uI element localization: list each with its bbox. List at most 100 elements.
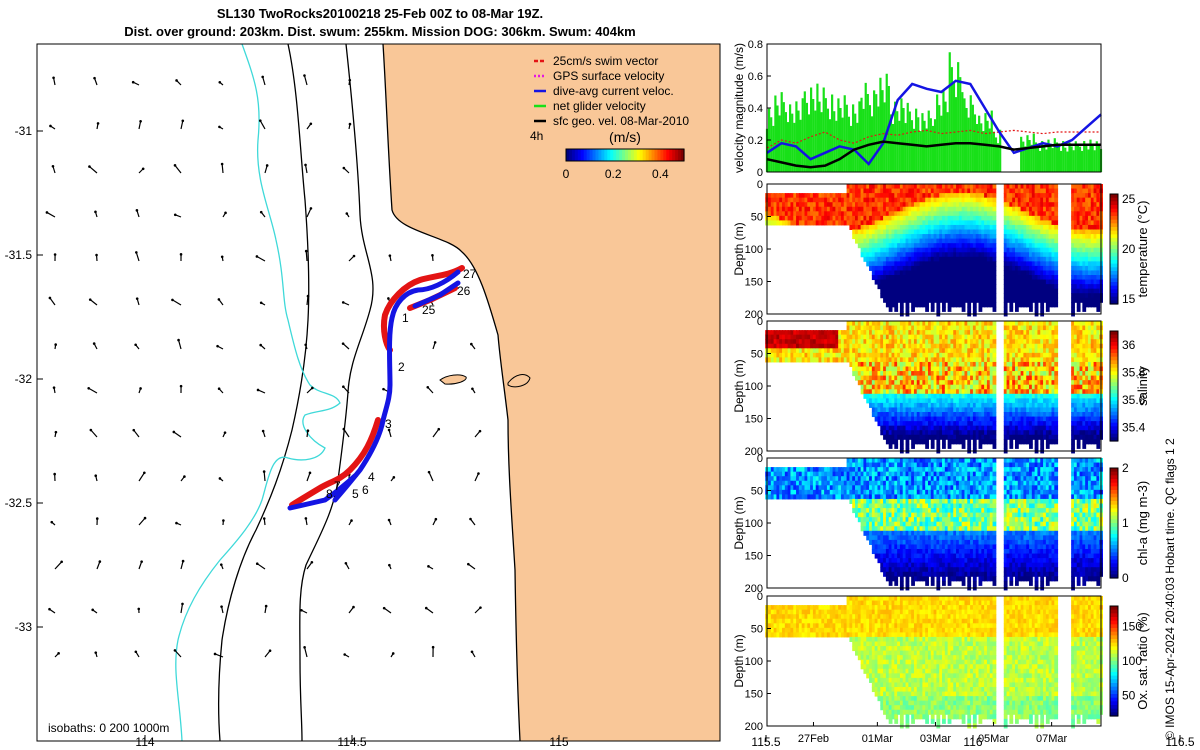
section-cell xyxy=(852,234,857,240)
section-cell xyxy=(992,343,997,349)
section-cell xyxy=(832,343,837,349)
section-cell xyxy=(964,421,969,427)
section-cell xyxy=(961,220,966,226)
section-cell xyxy=(1096,247,1101,253)
section-cell xyxy=(956,375,960,381)
section-cell xyxy=(860,321,865,327)
section-cell xyxy=(908,224,913,230)
section-cell xyxy=(1048,297,1053,303)
section-cell xyxy=(891,421,896,427)
section-cell xyxy=(860,357,865,363)
section-cell xyxy=(860,220,865,226)
section-cell xyxy=(1090,284,1095,290)
section-cell xyxy=(964,297,969,303)
section-cell xyxy=(1051,412,1056,418)
section-cell xyxy=(1023,357,1028,363)
section-cell xyxy=(1012,224,1016,230)
section-cell xyxy=(913,421,918,427)
section-cell xyxy=(885,425,890,431)
current-arrow-head xyxy=(255,562,259,565)
section-cell xyxy=(1054,402,1059,408)
section-cell xyxy=(863,206,868,212)
section-cell xyxy=(905,357,910,363)
section-cell xyxy=(776,206,781,212)
section-cell xyxy=(986,184,991,190)
section-cell xyxy=(874,375,879,381)
section-cell xyxy=(961,275,966,281)
section-cell xyxy=(866,188,871,194)
section-cell xyxy=(877,256,882,262)
section-cell xyxy=(944,206,949,212)
section-cell xyxy=(871,252,876,258)
section-cell xyxy=(835,206,840,212)
section-cell xyxy=(972,193,977,199)
section-cell xyxy=(883,270,887,276)
section-cell xyxy=(1048,389,1053,395)
section-cell xyxy=(939,229,944,235)
current-arrow-head xyxy=(135,251,138,254)
section-cell xyxy=(916,297,921,303)
section-cell xyxy=(942,412,946,418)
section-cell xyxy=(967,412,972,418)
section-cell xyxy=(894,430,899,436)
section-cell xyxy=(1037,256,1042,262)
section-cell xyxy=(860,206,865,212)
section-cell xyxy=(972,393,977,399)
section-cell xyxy=(1054,366,1059,372)
section-cell xyxy=(815,193,820,199)
section-cell xyxy=(824,357,828,363)
section-cell xyxy=(899,425,904,431)
section-cell xyxy=(866,238,871,244)
section-cell xyxy=(972,402,977,408)
section-cell xyxy=(801,206,806,212)
section-cell xyxy=(821,352,826,358)
section-cell xyxy=(958,434,963,440)
section-cell xyxy=(975,361,980,367)
section-cell xyxy=(1029,384,1033,390)
section-cell xyxy=(972,380,977,386)
section-cell xyxy=(905,393,910,399)
section-cell xyxy=(897,357,901,363)
section-cell xyxy=(964,412,969,418)
section-cell xyxy=(911,293,915,299)
section-cell xyxy=(986,297,991,303)
section-cell xyxy=(1034,184,1039,190)
section-cell xyxy=(835,330,840,336)
section-cell xyxy=(986,321,991,327)
section-cell xyxy=(1045,375,1050,381)
colorbar-cell xyxy=(1110,296,1118,301)
section-cell xyxy=(1071,193,1075,199)
section-cell xyxy=(1006,261,1011,267)
section-cell xyxy=(880,193,885,199)
section-cell xyxy=(1071,288,1075,294)
section-cell xyxy=(888,306,893,312)
section-cell xyxy=(967,297,972,303)
section-cell xyxy=(1096,256,1101,262)
section-cell xyxy=(967,398,972,404)
section-cell xyxy=(1071,384,1075,390)
section-cell xyxy=(916,202,921,208)
colorbar-cell xyxy=(1110,282,1118,287)
section-cell xyxy=(866,220,871,226)
section-cell xyxy=(989,375,994,381)
section-cell xyxy=(930,334,935,340)
colorbar-cell xyxy=(1110,238,1118,243)
section-cell xyxy=(1054,265,1059,271)
section-cell xyxy=(1014,275,1019,281)
section-cell xyxy=(877,343,882,349)
section-cell xyxy=(970,229,974,235)
section-cell xyxy=(1082,247,1087,253)
section-cell xyxy=(821,334,826,340)
section-cell xyxy=(1054,224,1059,230)
section-cell xyxy=(790,202,795,208)
section-cell xyxy=(922,343,927,349)
section-cell xyxy=(1079,243,1084,249)
section-cell xyxy=(1026,288,1031,294)
section-cell xyxy=(1076,243,1081,249)
section-cell xyxy=(1026,279,1031,285)
section-cell xyxy=(1034,389,1039,395)
section-cell xyxy=(902,366,907,372)
section-cell xyxy=(874,256,879,262)
section-cell xyxy=(1014,243,1019,249)
current-arrow-head xyxy=(341,301,345,304)
